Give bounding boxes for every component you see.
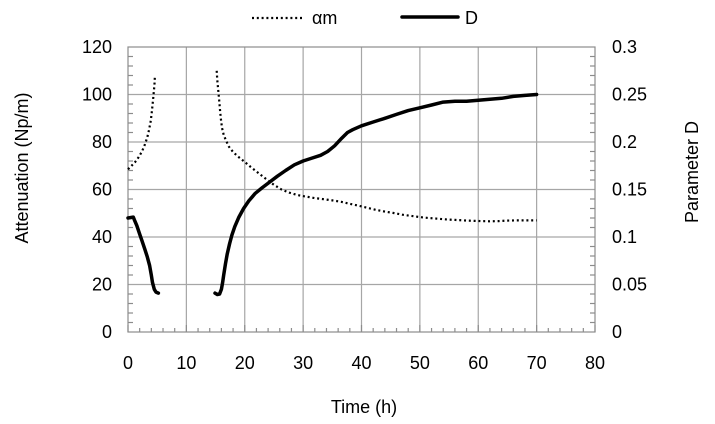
left-axis-title: Attenuation (Np/m)	[12, 92, 32, 243]
left-tick-label: 40	[92, 227, 112, 247]
right-tick-label: 0.2	[612, 132, 637, 152]
right-tick-label: 0.05	[612, 275, 647, 295]
series-line-am	[215, 70, 537, 223]
left-tick-label: 20	[92, 275, 112, 295]
right-tick-label: 0	[612, 322, 622, 342]
x-tick-label: 10	[176, 353, 196, 373]
right-tick-label: 0.3	[612, 37, 637, 57]
left-tick-label: 120	[82, 37, 112, 57]
right-axis-title: Parameter D	[682, 121, 702, 223]
left-tick-label: 80	[92, 132, 112, 152]
x-tick-label: 30	[293, 353, 313, 373]
legend-label-am: αm	[312, 8, 337, 28]
x-tick-label: 40	[351, 353, 371, 373]
left-tick-label: 60	[92, 180, 112, 200]
right-tick-label: 0.1	[612, 227, 637, 247]
x-tick-label: 80	[585, 353, 605, 373]
x-axis-title: Time (h)	[331, 397, 397, 417]
right-tick-label: 0.25	[612, 85, 647, 105]
left-tick-label: 100	[82, 85, 112, 105]
series-line-d	[213, 92, 539, 297]
x-tick-label: 60	[468, 353, 488, 373]
series-line-d	[126, 215, 161, 295]
x-tick-label: 0	[123, 353, 133, 373]
legend-label-d: D	[465, 8, 478, 28]
left-tick-label: 0	[102, 322, 112, 342]
x-tick-label: 20	[235, 353, 255, 373]
x-tick-label: 70	[527, 353, 547, 373]
x-tick-label: 50	[410, 353, 430, 373]
series-line-am	[127, 75, 156, 171]
right-tick-label: 0.15	[612, 180, 647, 200]
